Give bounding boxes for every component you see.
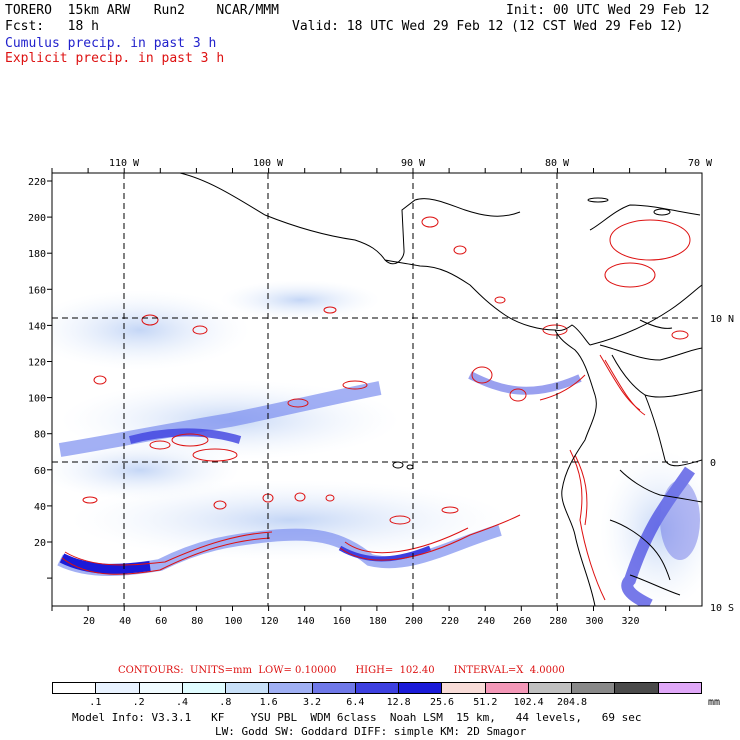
grid-x-label: 300: [585, 616, 603, 627]
grid-y-label: 220: [28, 177, 46, 188]
colorbar-label: 204.8: [556, 697, 588, 708]
grid-y-labels: 220 200 180 160 140 120 100 80 60 40 20: [28, 177, 46, 549]
grid-x-label: 100: [224, 616, 242, 627]
grid-x-label: 60: [155, 616, 167, 627]
grid-y-label: 120: [28, 358, 46, 369]
colorbar-swatch: [658, 683, 701, 693]
grid-x-label: 240: [477, 616, 495, 627]
latlon-grid: [52, 173, 702, 606]
grid-y-label: 180: [28, 249, 46, 260]
colorbar-label: .4: [175, 697, 189, 708]
grid-x-label: 80: [191, 616, 203, 627]
grid-x-label: 140: [297, 616, 315, 627]
colorbar-label: 3.2: [302, 697, 322, 708]
colorbar-swatch: [399, 683, 443, 693]
lat-label-10n: 10 N: [710, 314, 734, 325]
colorbar-label: .8: [219, 697, 232, 708]
grid-x-label: 40: [119, 616, 131, 627]
lon-label-100w: 100 W: [253, 158, 284, 169]
lat-label-0: 0: [710, 458, 716, 469]
grid-y-label: 80: [34, 430, 46, 441]
lon-label-90w: 90 W: [401, 158, 426, 169]
colorbar-swatch: [355, 683, 400, 693]
lon-label-110w: 110 W: [109, 158, 140, 169]
colorbar-swatch: [53, 683, 97, 693]
grid-y-label: 20: [34, 538, 46, 549]
colorbar-units: mm: [708, 697, 721, 708]
colorbar-label: 102.4: [513, 697, 544, 708]
colorbar-label: 25.6: [429, 697, 455, 708]
colorbar-swatch: [485, 683, 529, 693]
colorbar: [52, 682, 702, 694]
grid-x-label: 320: [621, 616, 639, 627]
colorbar-swatch: [312, 683, 356, 693]
cumulus-legend: Cumulus precip. in past 3 h: [5, 36, 217, 51]
model-title: TORERO 15km ARW Run2 NCAR/MMM: [5, 3, 279, 18]
coastlines: [179, 173, 702, 606]
grid-x-label: 260: [513, 616, 531, 627]
colorbar-label: 51.2: [473, 697, 498, 708]
colorbar-swatch: [615, 683, 659, 693]
colorbar-swatch: [96, 683, 140, 693]
grid-x-label: 120: [260, 616, 278, 627]
valid-time: Valid: 18 UTC Wed 29 Feb 12 (12 CST Wed …: [292, 19, 684, 34]
grid-x-label: 220: [441, 616, 459, 627]
grid-x-label: 180: [369, 616, 387, 627]
physics-info: LW: Godd SW: Goddard DIFF: simple KM: 2D…: [215, 725, 527, 738]
grid-x-label: 280: [549, 616, 567, 627]
grid-x-label: 200: [405, 616, 423, 627]
colorbar-label: .1: [89, 697, 102, 708]
colorbar-label: 6.4: [346, 697, 365, 708]
grid-x-label: 20: [83, 616, 95, 627]
model-info: Model Info: V3.3.1 KF YSU PBL WDM 6class…: [72, 711, 642, 724]
grid-y-label: 200: [28, 213, 46, 224]
colorbar-swatch: [182, 683, 227, 693]
axis-ticks: [47, 168, 667, 611]
lon-label-70w: 70 W: [688, 158, 713, 169]
grid-y-label: 160: [28, 285, 46, 296]
colorbar-label: 1.6: [259, 697, 278, 708]
explicit-legend: Explicit precip. in past 3 h: [5, 51, 225, 66]
colorbar-swatch: [442, 683, 486, 693]
colorbar-swatch: [139, 683, 183, 693]
colorbar-swatch: [572, 683, 616, 693]
grid-x-labels: 20 40 60 80 100 120 140 160 180 200 220 240 260 280 30…: [83, 616, 640, 627]
colorbar-swatch: [269, 683, 313, 693]
grid-y-label: 40: [34, 502, 46, 513]
lon-label-80w: 80 W: [545, 158, 570, 169]
colorbar-label: .2: [132, 697, 145, 708]
grid-y-label: 100: [28, 394, 46, 405]
precip-field: [52, 216, 702, 606]
colorbar-swatch: [528, 683, 573, 693]
grid-y-label: 60: [34, 466, 46, 477]
grid-x-label: 160: [333, 616, 351, 627]
colorbar-label: 12.8: [386, 697, 411, 708]
grid-y-label: 140: [28, 321, 46, 332]
forecast-hour: Fcst: 18 h: [5, 19, 99, 34]
lat-label-10s: 10 S: [710, 603, 734, 614]
contour-info: CONTOURS: UNITS=mm LOW= 0.10000 HIGH= 10…: [118, 665, 565, 676]
init-time: Init: 00 UTC Wed 29 Feb 12: [506, 3, 710, 18]
colorbar-swatch: [226, 683, 270, 693]
